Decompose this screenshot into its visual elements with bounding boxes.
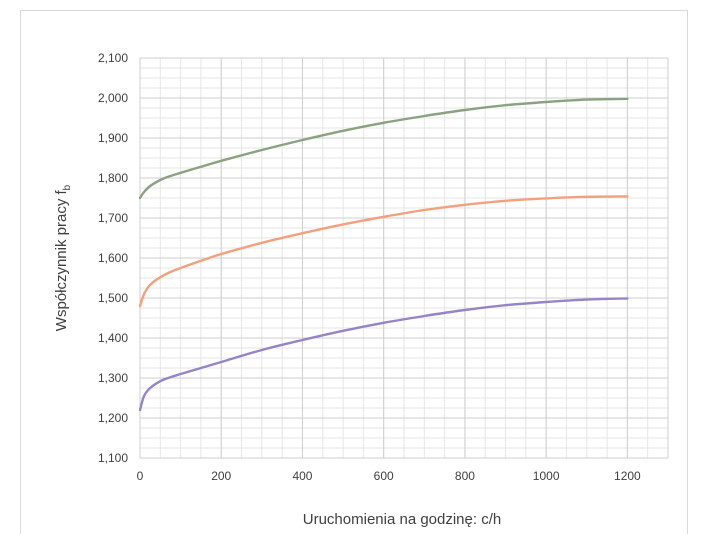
y-tick-label: 1,500: [98, 291, 128, 305]
y-axis-title-main: Współczynnik pracy f: [53, 190, 70, 332]
y-tick-label: 2,100: [98, 51, 128, 65]
y-tick-label: 1,400: [98, 331, 128, 345]
major-gridlines: [139, 57, 669, 459]
y-tick-label: 1,300: [98, 371, 128, 385]
x-tick-label: 400: [292, 469, 312, 483]
series-line-1: [138, 97, 629, 200]
y-tick-label: 1,100: [98, 451, 128, 465]
y-tick-label: 1,800: [98, 171, 128, 185]
y-axis-ticks: 1,100 1,200 1,300 1,400 1,500 1,600 1,700 1,800…: [98, 51, 128, 465]
series-layer: [138, 97, 629, 412]
y-tick-label: 2,000: [98, 91, 128, 105]
series-line-2: [138, 195, 629, 308]
x-tick-label: 1200: [614, 469, 641, 483]
chart-frame: [20, 10, 688, 534]
y-tick-label: 1,900: [98, 131, 128, 145]
y-axis-title: Współczynnik pracy fb: [53, 184, 73, 331]
x-tick-label: 1000: [533, 469, 560, 483]
series-line-3: [138, 297, 629, 412]
x-tick-label: 200: [211, 469, 231, 483]
y-axis-title-subscript: b: [62, 184, 73, 190]
y-tick-label: 1,200: [98, 411, 128, 425]
y-tick-label: 1,600: [98, 251, 128, 265]
x-tick-label: 0: [137, 469, 144, 483]
x-tick-label: 800: [455, 469, 475, 483]
x-axis-title: Uruchomienia na godzinę: c/h: [303, 511, 501, 528]
y-tick-label: 1,700: [98, 211, 128, 225]
x-tick-label: 600: [374, 469, 394, 483]
x-axis-ticks: 0 200 400 600 800 1000 1200: [137, 469, 641, 483]
